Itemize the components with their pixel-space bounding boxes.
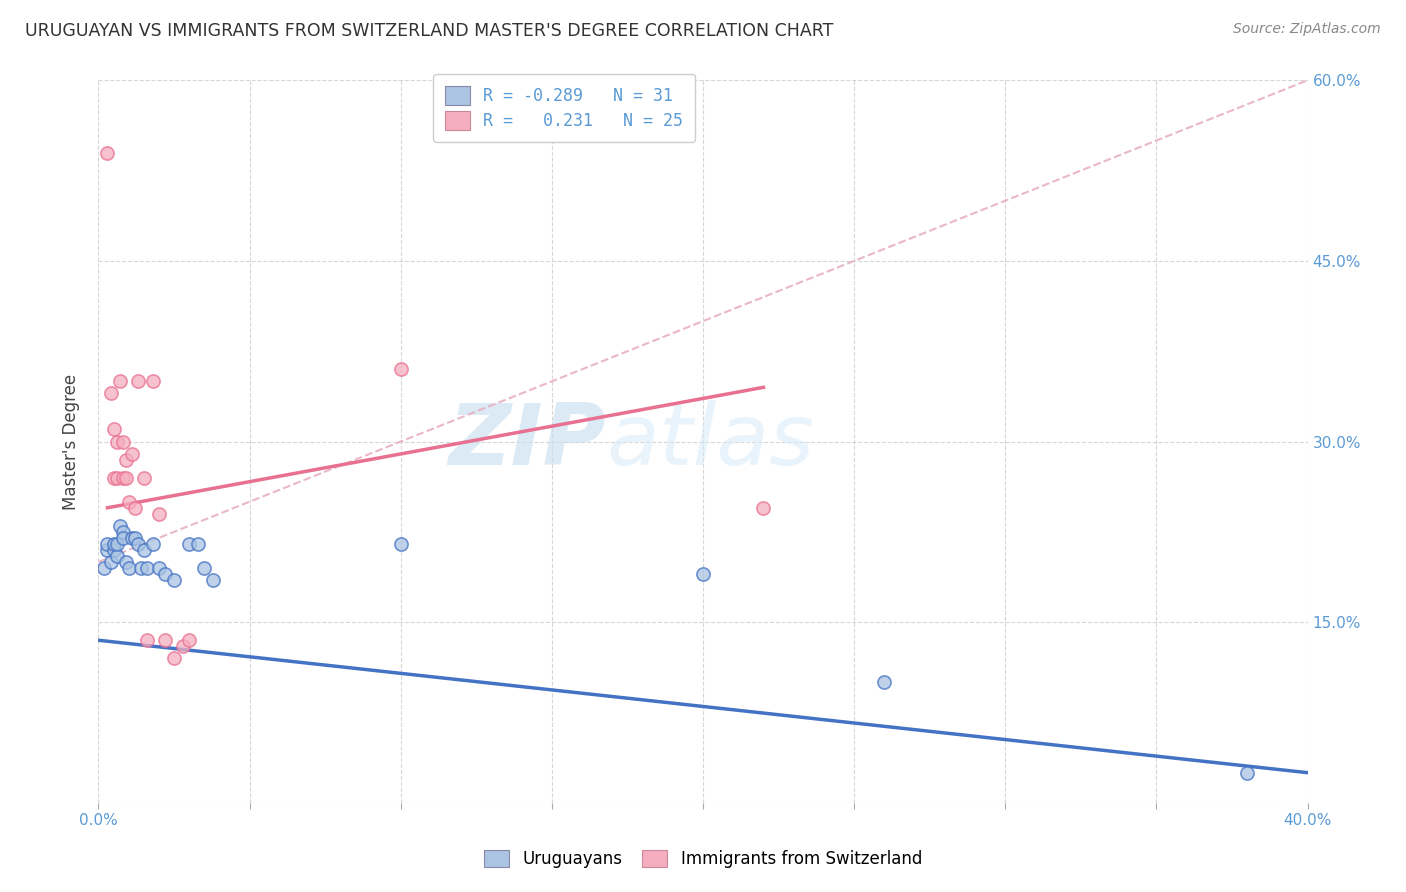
- Point: [103, 422, 125, 436]
- Point: [121, 446, 143, 460]
- Point: [148, 507, 170, 521]
- Point: [103, 542, 125, 557]
- Text: URUGUAYAN VS IMMIGRANTS FROM SWITZERLAND MASTER'S DEGREE CORRELATION CHART: URUGUAYAN VS IMMIGRANTS FROM SWITZERLAND…: [25, 22, 834, 40]
- Point: [96, 145, 118, 160]
- Point: [132, 542, 155, 557]
- Legend: R = -0.289   N = 31, R =   0.231   N = 25: R = -0.289 N = 31, R = 0.231 N = 25: [433, 74, 695, 142]
- Point: [389, 362, 412, 376]
- Point: [142, 374, 165, 388]
- Point: [114, 470, 136, 484]
- Point: [96, 537, 118, 551]
- Text: Source: ZipAtlas.com: Source: ZipAtlas.com: [1233, 22, 1381, 37]
- Point: [118, 561, 141, 575]
- Point: [118, 494, 141, 508]
- Legend: Uruguayans, Immigrants from Switzerland: Uruguayans, Immigrants from Switzerland: [477, 843, 929, 875]
- Point: [193, 561, 215, 575]
- Point: [873, 675, 896, 690]
- Point: [132, 470, 155, 484]
- Point: [111, 470, 134, 484]
- Y-axis label: Master's Degree: Master's Degree: [62, 374, 80, 509]
- Point: [127, 374, 149, 388]
- Point: [103, 470, 125, 484]
- Point: [121, 531, 143, 545]
- Text: atlas: atlas: [606, 400, 814, 483]
- Point: [129, 561, 152, 575]
- Point: [692, 567, 714, 582]
- Point: [163, 573, 186, 587]
- Point: [163, 651, 186, 665]
- Point: [187, 537, 209, 551]
- Point: [124, 531, 146, 545]
- Point: [153, 567, 176, 582]
- Point: [103, 537, 125, 551]
- Point: [111, 531, 134, 545]
- Point: [114, 555, 136, 569]
- Point: [105, 434, 128, 449]
- Point: [202, 573, 225, 587]
- Text: ZIP: ZIP: [449, 400, 606, 483]
- Point: [105, 470, 128, 484]
- Point: [142, 537, 165, 551]
- Point: [105, 549, 128, 563]
- Point: [111, 434, 134, 449]
- Point: [93, 561, 115, 575]
- Point: [96, 542, 118, 557]
- Point: [752, 500, 775, 515]
- Point: [100, 555, 122, 569]
- Point: [100, 386, 122, 401]
- Point: [108, 518, 131, 533]
- Point: [179, 633, 201, 648]
- Point: [153, 633, 176, 648]
- Point: [114, 452, 136, 467]
- Point: [124, 500, 146, 515]
- Point: [111, 524, 134, 539]
- Point: [105, 537, 128, 551]
- Point: [148, 561, 170, 575]
- Point: [1236, 765, 1258, 780]
- Point: [127, 537, 149, 551]
- Point: [135, 561, 157, 575]
- Point: [172, 639, 194, 653]
- Point: [179, 537, 201, 551]
- Point: [108, 374, 131, 388]
- Point: [135, 633, 157, 648]
- Point: [389, 537, 412, 551]
